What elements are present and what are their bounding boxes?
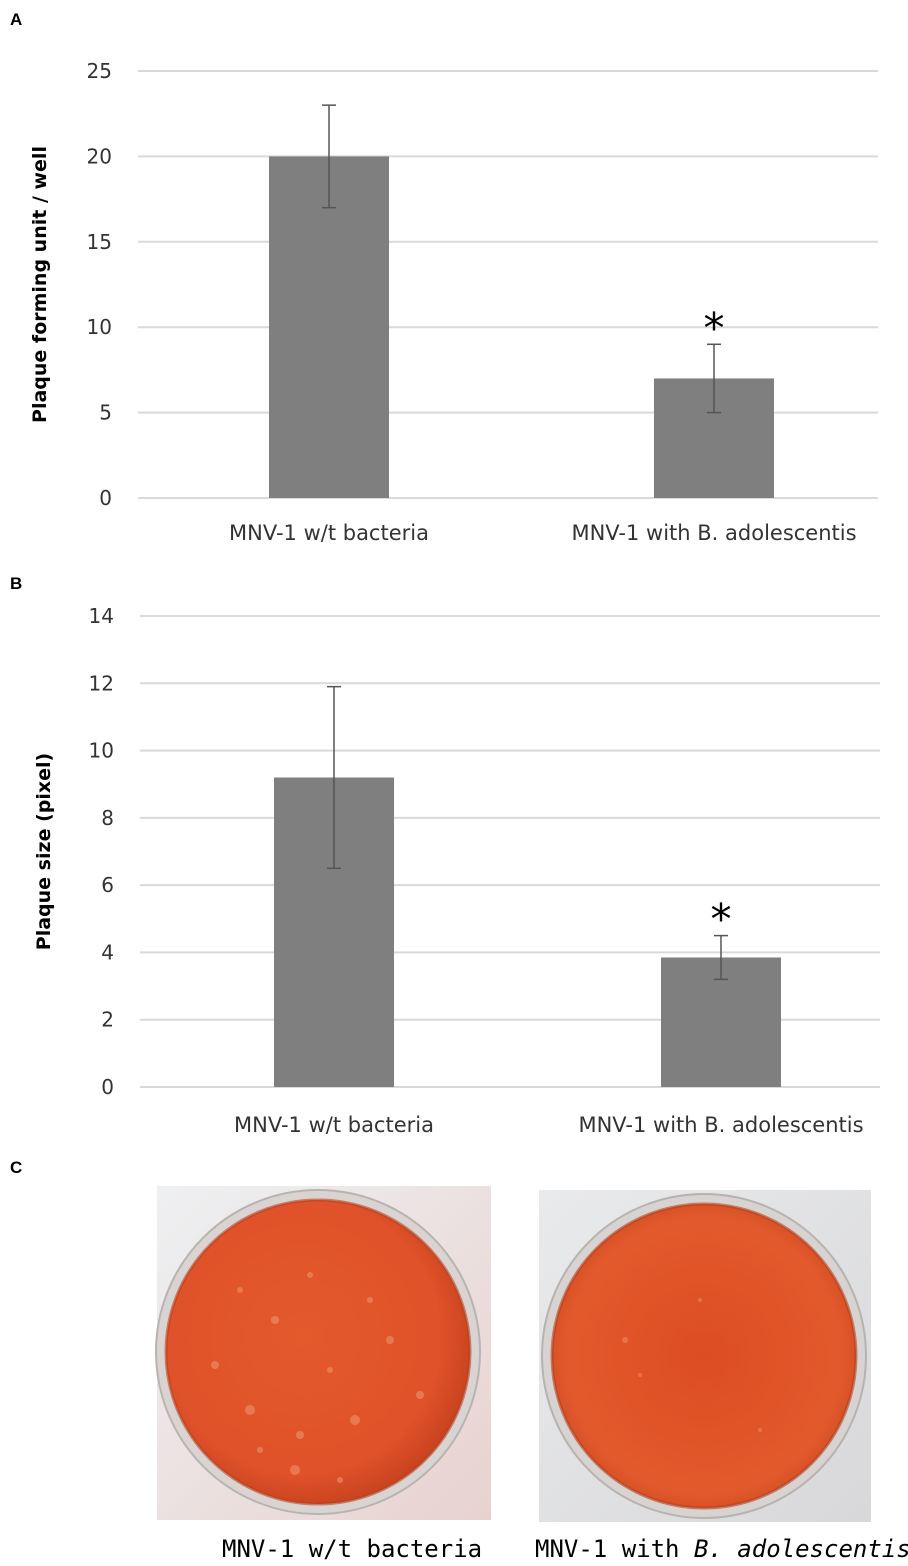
y-tick-label: 14 xyxy=(89,604,114,628)
y-tick-label: 2 xyxy=(101,1008,114,1032)
chart-b-significance: * xyxy=(711,895,732,944)
chart-b-bars xyxy=(274,777,781,1087)
y-tick-label: 4 xyxy=(101,940,114,964)
panel-letter-b: B xyxy=(10,574,23,593)
bar xyxy=(269,156,389,498)
y-tick-label: 20 xyxy=(87,144,112,168)
photo-caption-left: MNV-1 w/t bacteria xyxy=(222,1535,483,1563)
chart-b-error-bars xyxy=(327,685,728,981)
plaque-spots-right xyxy=(622,1298,762,1432)
chart-a-y-ticks: 0 5 10 15 20 25 xyxy=(87,59,112,510)
panel-letter-a: A xyxy=(10,10,23,29)
x-category-label: MNV-1 w/t bacteria xyxy=(234,1113,434,1137)
plaque-assay-photos xyxy=(155,1186,871,1522)
x-category-label: MNV-1 w/t bacteria xyxy=(229,521,429,545)
chart-a-significance: * xyxy=(704,303,725,352)
y-tick-label: 15 xyxy=(87,230,112,254)
y-tick-label: 0 xyxy=(99,486,112,510)
photo-caption-right-prefix: MNV-1 with xyxy=(535,1535,694,1563)
chart-b-y-ticks: 0 2 4 6 8 10 12 14 xyxy=(89,604,114,1099)
photo-caption-right-species: B. adolescentis xyxy=(693,1535,908,1563)
x-category-label: MNV-1 with B. adolescentis xyxy=(571,521,856,545)
chart-a-y-axis-label: Plaque forming unit / well xyxy=(29,146,51,423)
chart-b-x-labels: MNV-1 w/t bacteria MNV-1 with B. adolesce… xyxy=(234,1113,864,1137)
chart-a-x-labels: MNV-1 w/t bacteria MNV-1 with B. adolesce… xyxy=(229,521,857,545)
x-category-label: MNV-1 with B. adolescentis xyxy=(578,1113,863,1137)
significance-marker: * xyxy=(711,895,732,944)
y-tick-label: 8 xyxy=(101,806,114,830)
chart-b-plaque-size: 0 2 4 6 8 10 12 14 * MNV-1 w/t bacteria MNV-1 wi… xyxy=(33,604,880,1137)
photo-caption-right: MNV-1 with B. adolescentis xyxy=(535,1535,908,1563)
plaque-spots-left xyxy=(211,1272,424,1483)
y-tick-label: 12 xyxy=(89,671,114,695)
chart-a-plaque-count: 0 5 10 15 20 25 * MNV-1 w/t bacteria MNV-1 wit… xyxy=(29,59,878,545)
chart-a-error-bars xyxy=(322,104,721,414)
chart-b-y-axis-label: Plaque size (pixel) xyxy=(33,753,55,950)
y-tick-label: 0 xyxy=(101,1075,114,1099)
y-tick-label: 10 xyxy=(87,315,112,339)
y-tick-label: 10 xyxy=(89,739,114,763)
y-tick-label: 25 xyxy=(87,59,112,83)
well-photo-without-bacteria xyxy=(155,1186,491,1520)
well-photo-with-b-adolescentis xyxy=(539,1190,871,1522)
panel-letter-c: C xyxy=(10,1158,23,1177)
significance-marker: * xyxy=(704,303,725,352)
y-tick-label: 6 xyxy=(101,873,114,897)
y-tick-label: 5 xyxy=(99,401,112,425)
